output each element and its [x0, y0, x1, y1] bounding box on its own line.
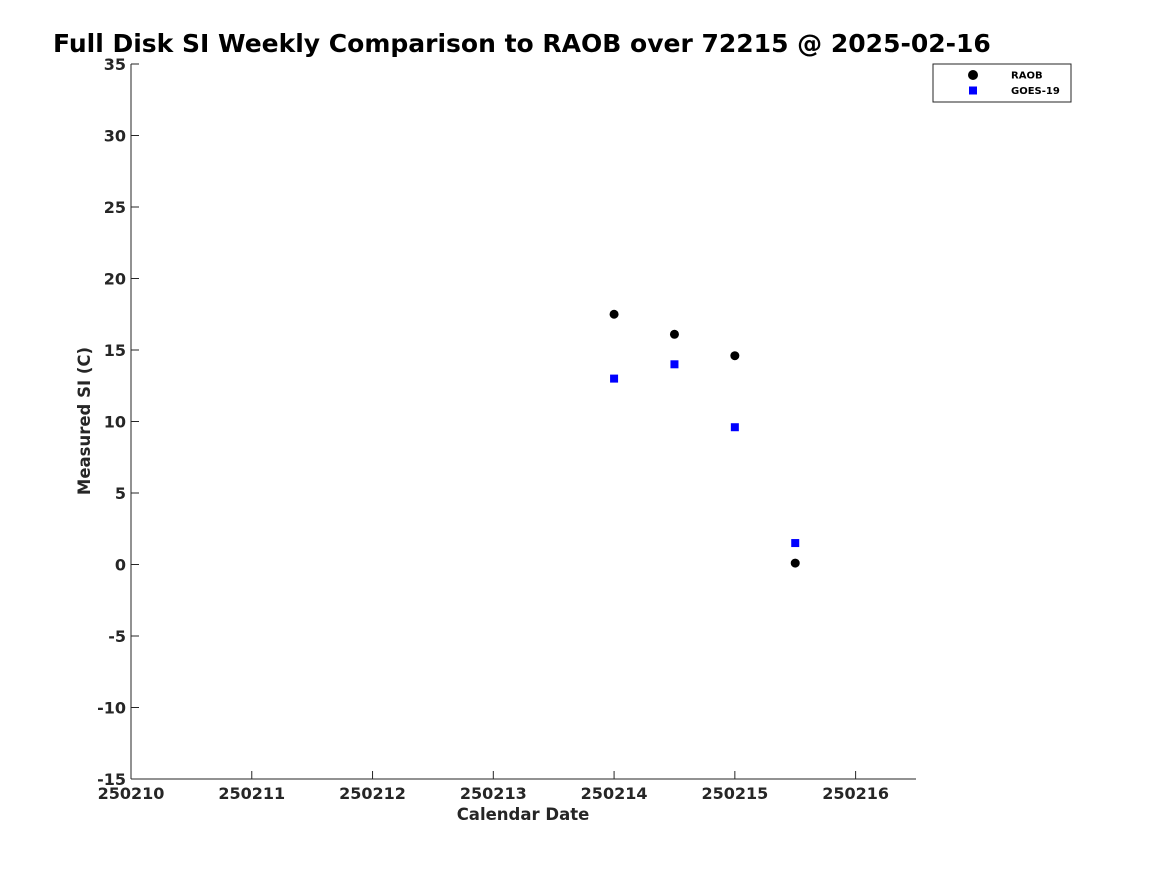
x-axis-label: Calendar Date [457, 805, 590, 824]
series-goes-19 [610, 360, 800, 548]
plot-frame [130, 64, 916, 780]
y-tick-label: 35 [104, 55, 126, 74]
chart-title: Full Disk SI Weekly Comparison to RAOB o… [53, 29, 991, 58]
x-tick-label: 250215 [701, 784, 768, 803]
data-points [609, 309, 800, 568]
y-tick-label: -5 [108, 627, 126, 646]
x-tick-label: 250216 [822, 784, 889, 803]
y-tick-label: 25 [104, 198, 126, 217]
legend-box [932, 63, 1072, 103]
y-tick-label: 15 [104, 341, 126, 360]
y-axis-label: Measured SI (C) [75, 347, 94, 495]
x-tick-label: 250214 [581, 784, 648, 803]
y-tick-label: -15 [97, 770, 126, 789]
y-tick-label: -10 [97, 699, 126, 718]
raob-point [790, 558, 800, 568]
raob-point [730, 351, 740, 361]
legend-label: GOES-19 [1011, 86, 1060, 97]
legend-marker-goes [969, 86, 977, 95]
raob-point [669, 329, 679, 339]
raob-point [609, 309, 619, 319]
x-tick-label: 250210 [98, 784, 165, 803]
y-tick-label: 20 [104, 270, 126, 289]
series-raob [609, 309, 800, 568]
y-tick-label: 0 [115, 556, 126, 575]
x-tick-label: 250211 [218, 784, 285, 803]
y-tick-label: 30 [104, 127, 126, 146]
x-tick-label: 250213 [460, 784, 527, 803]
legend: RAOB GOES-19 [932, 63, 1072, 103]
goes-point [730, 423, 739, 432]
legend-marker-raob [968, 70, 978, 80]
y-tick-label: 5 [115, 484, 126, 503]
goes-point [791, 539, 800, 548]
y-axis-ticks: -15 -10 -5 0 5 10 15 20 25 30 35 [97, 55, 139, 789]
goes-point [610, 374, 619, 383]
legend-label: RAOB [1011, 71, 1043, 82]
x-axis-ticks: 250210 250211 250212 250213 250214 250215 2502… [98, 771, 889, 803]
goes-point [670, 360, 679, 369]
x-tick-label: 250212 [339, 784, 406, 803]
y-tick-label: 10 [104, 413, 126, 432]
